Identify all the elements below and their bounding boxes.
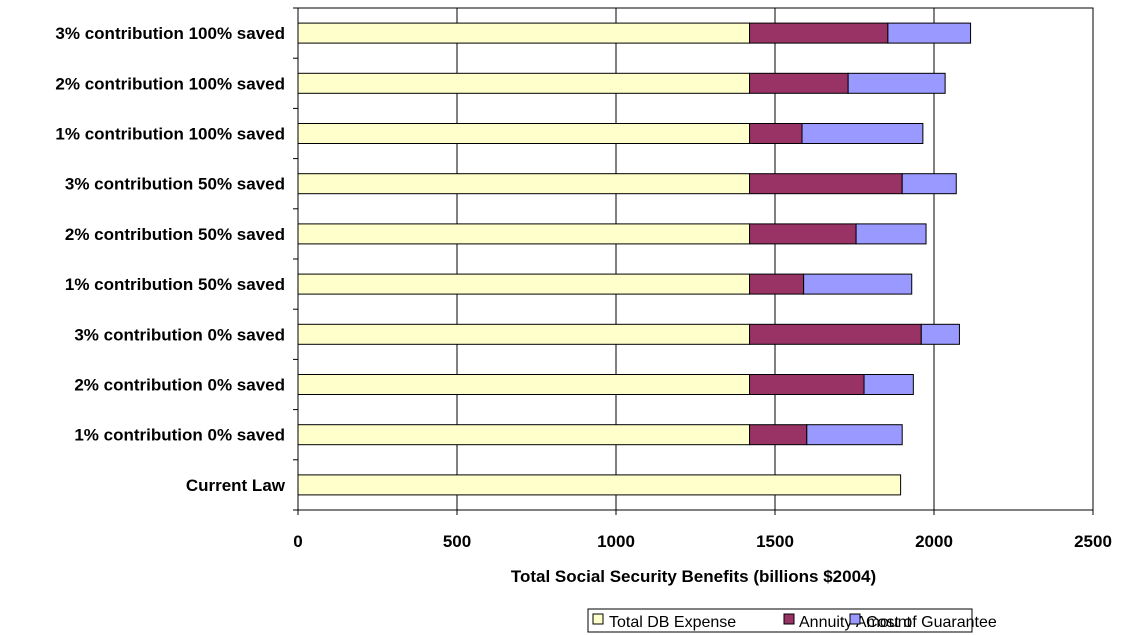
- bar-segment: [297, 173, 751, 195]
- bar-segment: [749, 173, 903, 195]
- x-tick-label: 2000: [915, 532, 953, 551]
- bar-segment: [803, 273, 913, 295]
- bar-segment: [749, 72, 849, 94]
- category-label: Current Law: [186, 476, 286, 495]
- legend-swatch: [592, 613, 604, 625]
- category-label: 2% contribution 0% saved: [74, 376, 285, 395]
- legend-swatch: [849, 613, 861, 625]
- category-label: 1% contribution 100% saved: [55, 125, 285, 144]
- bar-segment: [749, 374, 865, 395]
- bars: [297, 22, 972, 496]
- y-axis: Current Law 1% contribution 0% saved 2% co…: [55, 7, 298, 511]
- bar-segment: [749, 424, 808, 446]
- bar-segment: [297, 474, 902, 496]
- bar-segment: [297, 424, 751, 446]
- bar-segment: [297, 123, 751, 144]
- bar-segment: [749, 223, 857, 245]
- bar-segment: [806, 424, 903, 446]
- bar-segment: [297, 223, 751, 245]
- bar-segment: [901, 173, 957, 195]
- bar-segment: [297, 72, 751, 94]
- bar-segment: [887, 22, 972, 44]
- bar-segment: [801, 123, 924, 144]
- x-tick-label: 1500: [756, 532, 794, 551]
- x-tick-label: 2500: [1074, 532, 1112, 551]
- bar-segment: [749, 273, 805, 295]
- x-tick-label: 500: [443, 532, 471, 551]
- bar-segment: [297, 323, 751, 345]
- category-label: 1% contribution 0% saved: [74, 426, 285, 445]
- category-label: 2% contribution 50% saved: [65, 225, 285, 244]
- x-tick-label: 1000: [597, 532, 635, 551]
- x-tick-label: 0: [293, 532, 302, 551]
- legend-label: Total DB Expense: [609, 614, 736, 631]
- legend-swatch: [783, 613, 795, 625]
- x-axis-title: Total Social Security Benefits (billions…: [511, 567, 876, 586]
- bar-segment: [749, 22, 889, 44]
- category-label: 3% contribution 50% saved: [65, 175, 285, 194]
- bar-segment: [749, 323, 922, 345]
- bar-segment: [855, 223, 927, 245]
- category-label: 2% contribution 100% saved: [55, 74, 285, 93]
- bar-segment: [297, 374, 751, 395]
- category-label: 1% contribution 50% saved: [65, 275, 285, 294]
- legend-label: Cost of Guarantee: [866, 614, 997, 631]
- legend-frame: [587, 608, 973, 633]
- category-label: 3% contribution 0% saved: [74, 325, 285, 344]
- bar-segment: [920, 323, 960, 345]
- category-label: 3% contribution 100% saved: [55, 24, 285, 43]
- bar-segment: [863, 374, 914, 395]
- bar-segment: [749, 123, 803, 144]
- x-axis: 0 500 1000 1500 2000 2500: [293, 510, 1112, 551]
- bar-segment: [847, 72, 946, 94]
- bar-segment: [297, 22, 751, 44]
- bar-segment: [297, 273, 751, 295]
